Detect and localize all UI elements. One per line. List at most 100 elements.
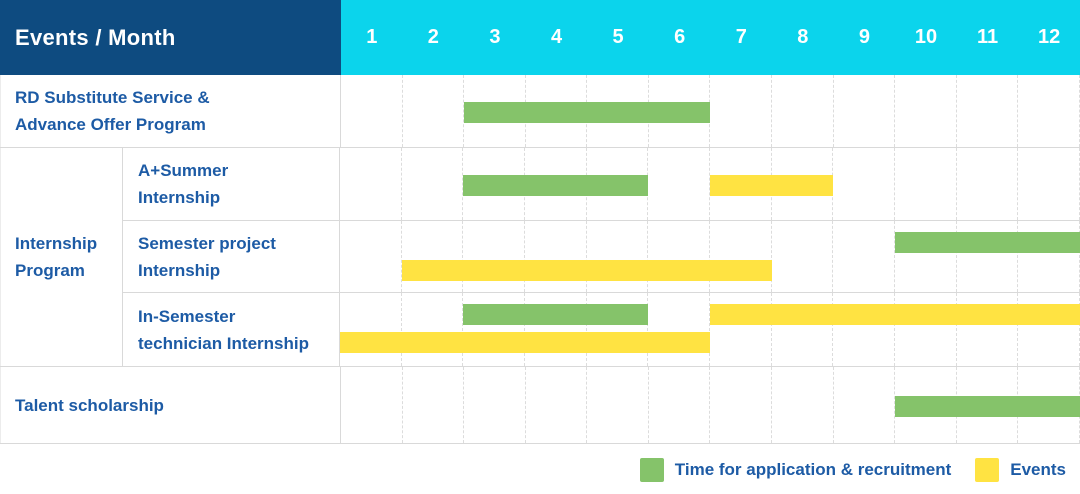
gantt-grid-row (340, 293, 1080, 366)
table-row: Talent scholarship (0, 367, 1080, 444)
table-row: Semester project Internship (123, 221, 1080, 293)
row-label-in-semester-technician: In-Semester technician Internship (123, 293, 340, 366)
month-header-label: 1 (366, 26, 378, 48)
month-grid-cell (587, 293, 649, 366)
group-label-line: Program (15, 261, 85, 280)
month-grid-cell (340, 221, 402, 292)
gantt-bar-application (464, 102, 711, 123)
month-grid-cell (340, 293, 402, 366)
month-grid-cell (525, 221, 587, 292)
gantt-bar-events (340, 332, 710, 353)
month-grid-cell (340, 148, 402, 220)
month-grid-cell (833, 148, 896, 220)
month-header-label: 4 (550, 26, 563, 48)
chart-legend: Time for application & recruitment Event… (0, 444, 1080, 494)
month-grid-cell (957, 293, 1019, 366)
month-grid-cell (957, 75, 1019, 147)
row-label-line: Talent scholarship (15, 395, 164, 415)
row-label-line: technician Internship (138, 333, 309, 353)
events-month-header-cell: Events / Month (0, 0, 341, 75)
month-grid-cell (772, 367, 834, 443)
month-grid-cell (772, 75, 834, 147)
month-grid-cell (895, 221, 957, 292)
month-header-label: 3 (489, 26, 501, 48)
month-grid-cell (402, 293, 464, 366)
month-header-label: 7 (735, 26, 747, 48)
month-grid-cell (833, 221, 896, 292)
month-grid-cell (1018, 75, 1080, 147)
group-label-line: Internship (15, 234, 98, 253)
application-color-swatch-icon (639, 457, 664, 482)
events-color-swatch-icon (975, 457, 1000, 482)
month-grid-cell (463, 293, 526, 366)
month-grid-cell (1018, 148, 1080, 220)
month-grid-cell (772, 221, 834, 292)
month-grid-cell (403, 75, 465, 147)
internship-program-group: Internship Program A+Summer Internship S… (0, 148, 1080, 367)
table-body: RD Substitute Service & Advance Offer Pr… (0, 75, 1080, 444)
gantt-bar-application (895, 396, 1080, 417)
table-row: A+Summer Internship (123, 148, 1080, 221)
month-header-label: 12 (1038, 26, 1061, 48)
legend-label: Events (1010, 459, 1066, 479)
row-label-line: RD Substitute Service & (15, 88, 210, 107)
month-header-label: 11 (976, 26, 999, 48)
month-header-label: 9 (858, 26, 870, 48)
gantt-grid-row (340, 148, 1080, 220)
row-label-line: Semester project (138, 233, 276, 253)
gantt-bar-events (401, 260, 772, 281)
row-label-semester-project: Semester project Internship (123, 221, 340, 292)
month-grid-cell (648, 221, 711, 292)
legend-item-events: Events (975, 457, 1066, 482)
table-row: RD Substitute Service & Advance Offer Pr… (0, 75, 1080, 148)
row-label-line: Internship (138, 260, 221, 280)
month-grid-cell (587, 367, 649, 443)
row-label-line: Advance Offer Program (15, 115, 206, 134)
gantt-bar-events (710, 175, 834, 196)
month-grid-cell (649, 367, 711, 443)
month-grid-cell (464, 367, 526, 443)
month-grid-cell (957, 148, 1019, 220)
month-grid-cell (710, 367, 773, 443)
gantt-bar-application (463, 304, 649, 325)
month-grid-cell (402, 221, 464, 292)
month-grid-cell (710, 75, 773, 147)
month-grid-cell (833, 293, 896, 366)
month-grid-cell (463, 221, 526, 292)
month-grid-cell (895, 293, 957, 366)
row-label-rd-substitute: RD Substitute Service & Advance Offer Pr… (0, 75, 341, 147)
month-grid-cell (648, 293, 711, 366)
month-grid-cell (402, 148, 464, 220)
month-grid-cell (525, 293, 587, 366)
month-header-label: 8 (797, 26, 809, 48)
legend-item-application: Time for application & recruitment (639, 457, 952, 482)
month-grid-cell (834, 367, 896, 443)
gantt-bar-events (710, 304, 1080, 325)
table-header-row: Events / Month 1 2 3 4 5 6 7 8 9 10 11 12 (0, 0, 1080, 75)
group-sub-rows: A+Summer Internship Semester project Int… (123, 148, 1080, 366)
month-grid-cell (403, 367, 465, 443)
legend-label: Time for application & recruitment (674, 459, 952, 479)
month-grid-cell (895, 148, 957, 220)
row-label-line: Internship (138, 188, 221, 207)
group-label-internship-program: Internship Program (0, 148, 123, 366)
row-label-talent-scholarship: Talent scholarship (0, 367, 341, 443)
gantt-grid-row (341, 75, 1080, 147)
month-header-label: 6 (674, 26, 686, 48)
row-label-a-plus-summer: A+Summer Internship (123, 148, 340, 220)
month-grid-cell (587, 221, 649, 292)
month-grid-cell (895, 75, 957, 147)
table-row: In-Semester technician Internship (123, 293, 1080, 366)
month-grid-cell (648, 148, 711, 220)
gantt-grid-row (341, 367, 1080, 443)
month-grid-cell (526, 367, 588, 443)
month-grid-cell (710, 221, 772, 292)
gantt-bar-application (463, 175, 649, 196)
gantt-bar-application (895, 232, 1080, 253)
month-grid-cell (772, 293, 834, 366)
month-header-label: 10 (914, 26, 938, 48)
gantt-grid-row (340, 221, 1080, 292)
month-header-label: 2 (427, 26, 439, 48)
month-grid-cell (341, 367, 403, 443)
month-header-strip: 1 2 3 4 5 6 7 8 9 10 11 12 (341, 0, 1080, 75)
